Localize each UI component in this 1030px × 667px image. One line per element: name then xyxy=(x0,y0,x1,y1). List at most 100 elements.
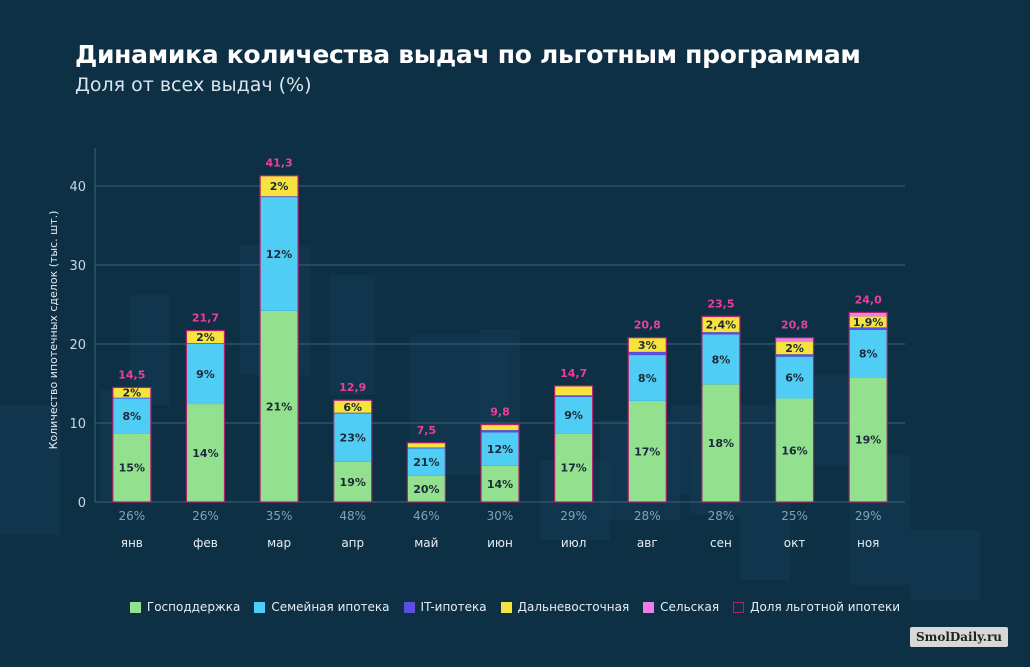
bar-segment xyxy=(481,432,519,466)
bar-outline xyxy=(333,399,373,503)
bar-segment xyxy=(701,332,740,335)
legend-item: Дальневосточная xyxy=(500,600,630,614)
bar-segment xyxy=(849,312,888,317)
y-axis-label: Количество ипотечных сделок (тыс. шт.) xyxy=(47,211,60,450)
legend-swatch xyxy=(254,601,266,613)
bar-total-label: 14,5 xyxy=(118,368,145,381)
legend-label: Дальневосточная xyxy=(517,600,630,614)
bar-segment xyxy=(849,327,888,330)
legend-label: Господдержка xyxy=(146,600,241,614)
bar-segment xyxy=(407,442,446,448)
x-tick-label: ноя xyxy=(857,536,879,550)
x-tick-label: апр xyxy=(341,536,364,550)
segment-label: 3% xyxy=(638,339,657,352)
x-tick-label: окт xyxy=(784,536,806,550)
bar-segment xyxy=(775,354,814,357)
bar-segment xyxy=(628,355,667,401)
segment-label: 20% xyxy=(413,483,439,496)
chart-subtitle: Доля от всех выдач (%) xyxy=(75,74,312,96)
bar-segment xyxy=(554,396,593,434)
segment-label: 8% xyxy=(638,372,657,385)
legend-item: Доля льготной ипотеки xyxy=(733,600,900,614)
bar-segment xyxy=(849,329,888,378)
bar-segment xyxy=(333,412,372,414)
legend-label: Сельская xyxy=(660,600,720,614)
segment-label: 2% xyxy=(270,180,289,193)
bar-segment xyxy=(333,461,372,502)
bar-segment xyxy=(481,465,519,502)
bar-segment xyxy=(481,424,519,431)
bar-segment xyxy=(701,317,740,333)
background-block xyxy=(910,530,980,600)
bar-total-label: 9,8 xyxy=(490,406,510,419)
stacked-bar-chart: 0 10 20 30 40 Количество ипотечных сделок (ты… xyxy=(0,148,980,600)
bar-segment xyxy=(186,404,225,502)
y-tick-label: 20 xyxy=(69,338,86,353)
legend-item: IT-ипотека xyxy=(403,600,487,614)
share-label: 48% xyxy=(339,509,366,523)
background-block xyxy=(330,275,375,395)
legend-label: Семейная ипотека xyxy=(271,600,390,614)
legend-swatch xyxy=(403,601,415,613)
segment-label: 2,4% xyxy=(706,319,737,332)
segment-label: 17% xyxy=(560,462,586,475)
bar-segment xyxy=(407,447,446,449)
segment-label: 12% xyxy=(487,443,513,456)
bar-segment xyxy=(775,341,814,355)
watermark: SmolDaily.ru xyxy=(909,627,1008,647)
segment-label: 21% xyxy=(266,400,292,413)
segment-label: 17% xyxy=(634,445,660,458)
background-block xyxy=(0,405,60,535)
segment-label: 2% xyxy=(122,387,141,400)
x-tick-label: мар xyxy=(267,536,291,550)
share-label: 26% xyxy=(192,509,219,523)
bar-segment xyxy=(554,395,593,397)
legend-swatch xyxy=(643,601,655,613)
legend-item: Сельская xyxy=(643,600,719,614)
legend-item: Семейная ипотека xyxy=(254,600,390,614)
segment-label: 23% xyxy=(340,432,366,445)
segment-label: 16% xyxy=(781,444,807,457)
bar-segment xyxy=(407,475,446,502)
share-label: 35% xyxy=(266,509,293,523)
segment-label: 19% xyxy=(855,434,881,447)
bar-segment xyxy=(628,337,667,352)
y-tick-label: 0 xyxy=(78,496,86,511)
segment-label: 19% xyxy=(340,476,366,489)
bar-segment xyxy=(186,343,225,344)
bar-total-label: 20,8 xyxy=(634,319,661,332)
segment-label: 2% xyxy=(196,331,215,344)
bar-segment xyxy=(407,448,446,476)
x-tick-label: сен xyxy=(710,536,732,550)
share-label: 28% xyxy=(634,509,661,523)
segment-label: 14% xyxy=(192,447,218,460)
bar-outline xyxy=(112,386,152,503)
bar-segment xyxy=(260,310,299,502)
bar-outline xyxy=(185,329,226,503)
share-label: 29% xyxy=(855,509,882,523)
legend-label: Доля льготной ипотеки xyxy=(750,600,901,614)
x-tick-label: май xyxy=(414,536,438,550)
x-tick-label: июл xyxy=(561,536,587,550)
bar-segment xyxy=(333,413,372,462)
segment-label: 15% xyxy=(119,462,145,475)
share-label: 25% xyxy=(781,509,808,523)
bar-segment xyxy=(112,398,151,434)
bar-segment xyxy=(628,351,667,356)
bar-segment xyxy=(554,433,593,502)
segment-label: 14% xyxy=(487,478,513,491)
segment-label: 21% xyxy=(413,456,439,469)
y-tick-label: 10 xyxy=(69,417,86,432)
bar-segment xyxy=(333,400,372,413)
segment-label: 8% xyxy=(712,353,731,366)
bar-outline xyxy=(554,385,594,503)
y-tick-label: 40 xyxy=(69,180,86,195)
segment-label: 12% xyxy=(266,248,292,261)
segment-label: 2% xyxy=(785,342,804,355)
x-tick-label: фев xyxy=(193,536,218,550)
share-label: 28% xyxy=(708,509,735,523)
bar-segment xyxy=(112,433,151,502)
bar-outline xyxy=(701,315,741,503)
background-block xyxy=(480,330,520,430)
bar-segment xyxy=(112,387,151,398)
